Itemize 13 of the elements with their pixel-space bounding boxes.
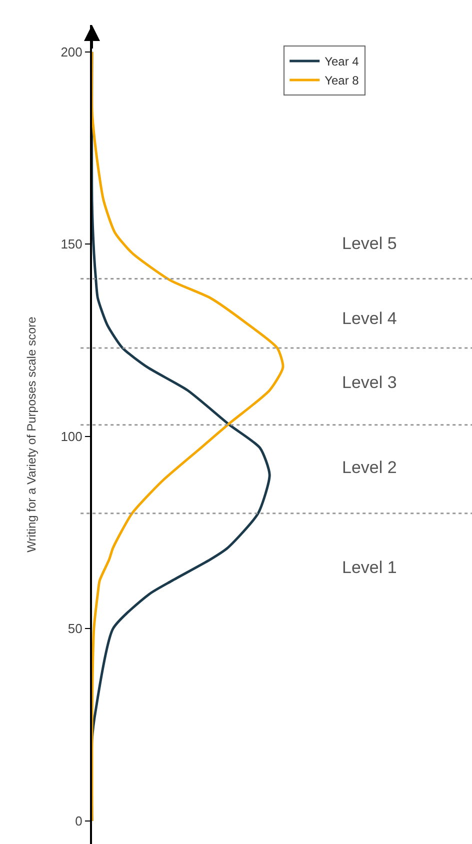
- text: Level 4: [342, 309, 397, 328]
- text: Level 1: [342, 558, 397, 577]
- y-tick-label: 200: [60, 44, 82, 60]
- y-tick-label: 0: [75, 813, 82, 828]
- text: Level 5: [342, 234, 397, 253]
- text: Level 2: [342, 458, 397, 477]
- legend-label: Year 4: [324, 54, 360, 69]
- legend-label: Year 8: [324, 74, 360, 88]
- text: Level 3: [342, 373, 397, 392]
- y-axis-title: Writing for a Variety of Purposes scale score: [24, 316, 38, 552]
- y-tick-label: 150: [60, 236, 82, 252]
- y-tick-label: 50: [68, 621, 82, 636]
- y-tick-label: 100: [60, 428, 82, 444]
